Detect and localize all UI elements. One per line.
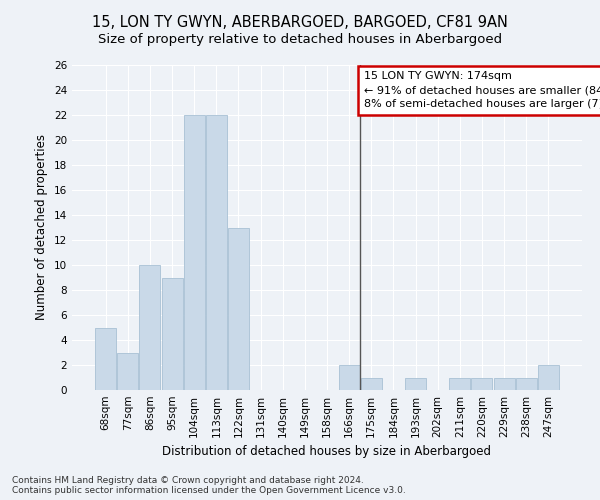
Y-axis label: Number of detached properties: Number of detached properties (35, 134, 49, 320)
Text: 15, LON TY GWYN, ABERBARGOED, BARGOED, CF81 9AN: 15, LON TY GWYN, ABERBARGOED, BARGOED, C… (92, 15, 508, 30)
Text: 15 LON TY GWYN: 174sqm
← 91% of detached houses are smaller (84)
8% of semi-deta: 15 LON TY GWYN: 174sqm ← 91% of detached… (364, 71, 600, 110)
Bar (206, 115, 227, 390)
Bar (361, 378, 382, 390)
Bar (139, 265, 160, 390)
Bar (228, 228, 249, 390)
Text: Contains HM Land Registry data © Crown copyright and database right 2024.
Contai: Contains HM Land Registry data © Crown c… (12, 476, 406, 495)
Bar (161, 278, 182, 390)
Bar (184, 115, 205, 390)
Text: Size of property relative to detached houses in Aberbargoed: Size of property relative to detached ho… (98, 32, 502, 46)
Bar (449, 378, 470, 390)
Bar (538, 365, 559, 390)
Bar (472, 378, 493, 390)
Bar (494, 378, 515, 390)
Bar (515, 378, 536, 390)
Bar (118, 352, 139, 390)
Bar (405, 378, 426, 390)
Bar (338, 365, 359, 390)
X-axis label: Distribution of detached houses by size in Aberbargoed: Distribution of detached houses by size … (163, 446, 491, 458)
Bar (95, 328, 116, 390)
